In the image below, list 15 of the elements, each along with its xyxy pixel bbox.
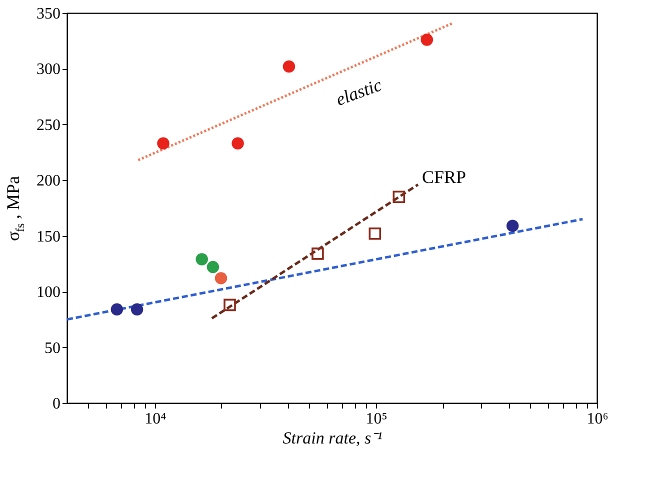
y-tick-label: 250 bbox=[36, 116, 60, 134]
y-tick-label: 150 bbox=[36, 228, 60, 246]
y-tick-label: 300 bbox=[36, 61, 60, 78]
y-axis-title: σfs, MPa bbox=[3, 176, 27, 241]
x-tick-label: 10⁵ bbox=[366, 410, 388, 428]
annotation: CFRP bbox=[422, 167, 466, 187]
y-tick-label: 100 bbox=[36, 284, 60, 302]
y-tick-label: 200 bbox=[36, 172, 60, 190]
x-tick-label: 10⁶ bbox=[586, 410, 608, 428]
x-axis-title: Strain rate, s⁻¹ bbox=[282, 428, 382, 448]
x-tick-label: 10⁴ bbox=[144, 410, 167, 428]
y-tick-label: 350 bbox=[36, 6, 60, 22]
y-tick-label: 50 bbox=[44, 340, 60, 357]
annotation: elastic bbox=[333, 74, 384, 110]
y-tick-label: 0 bbox=[52, 396, 60, 412]
